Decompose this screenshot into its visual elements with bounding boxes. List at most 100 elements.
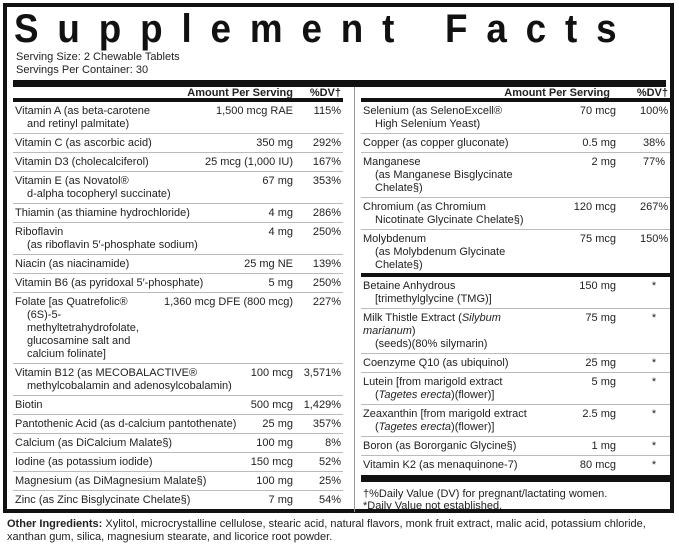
- other-ingredients-text: Xylitol, microcrystalline cellulose, ste…: [7, 518, 646, 543]
- nutrient-amount: 100 mg: [256, 475, 293, 487]
- nutrient-row: Pantothenic Acid (as d-calcium pantothen…: [13, 415, 343, 434]
- nutrient-row: Folate [as Quatrefolic® (6S)-5-methyltetr…: [13, 293, 343, 364]
- nutrient-amount: 120 mcg: [573, 201, 616, 213]
- nutrient-amount: 500 mcg: [250, 399, 293, 411]
- left-nutrient-list: Vitamin A (as beta-carotene and retinyl p…: [13, 102, 343, 509]
- nutrient-name: Vitamin D3 (cholecalciferol): [15, 156, 149, 168]
- nutrient-amount: 2 mg: [591, 156, 616, 168]
- title-letter: t: [564, 7, 578, 51]
- nutrient-row: Calcium (as DiCalcium Malate§) 100 mg 8%: [13, 434, 343, 453]
- left-header: Amount Per Serving %DV†: [13, 87, 343, 102]
- nutrient-name: Lutein [from marigold extract (Tagetes er…: [361, 376, 546, 402]
- nutrient-name: Chromium (as Chromium Nicotinate Glycinat…: [361, 201, 546, 227]
- nutrient-daily-value: 292%: [312, 137, 341, 149]
- title-letter: s: [596, 7, 617, 51]
- column-divider: [354, 87, 355, 512]
- nutrient-name: Thiamin (as thiamine hydrochloride): [15, 207, 190, 219]
- nutrient-amount: 25 mg NE: [244, 258, 293, 270]
- nutrient-source: d-alpha tocopheryl succinate): [27, 188, 171, 200]
- nutrient-name: Manganese (as Manganese Bisglycinate Chel…: [361, 156, 546, 195]
- nutrient-amount: 80 mcg: [579, 459, 616, 471]
- nutrient-amount: 75 mg: [585, 312, 616, 324]
- serving-size: Serving Size: 2 Chewable Tablets: [16, 51, 180, 63]
- nutrient-row: Thiamin (as thiamine hydrochloride) 4 mg 2…: [13, 204, 343, 223]
- nutrient-source: (as Manganese Bisglycinate Chelate§): [375, 169, 513, 194]
- nutrient-amount: 0.5 mg: [582, 137, 616, 149]
- nutrient-source: methylcobalamin and adenosylcobalamin): [27, 380, 232, 392]
- nutrient-daily-value: *: [651, 408, 657, 420]
- nutrient-name: Vitamin E (as Novatol® d-alpha tocopheryl…: [13, 175, 262, 201]
- nutrient-row: Lutein [from marigold extract (Tagetes er…: [361, 373, 670, 405]
- title-letter: u: [57, 7, 80, 51]
- nutrient-daily-value: 267%: [640, 201, 669, 213]
- nutrient-row: Chromium (as Chromium Nicotinate Glycinat…: [361, 198, 670, 230]
- title-letter: p: [98, 7, 122, 51]
- title-letter: c: [525, 7, 547, 51]
- nutrient-source: and retinyl palmitate): [27, 118, 130, 130]
- nutrient-daily-value: *: [651, 312, 657, 324]
- title-letter: [413, 7, 426, 51]
- nutrient-amount: 150 mcg: [250, 456, 293, 468]
- nutrient-daily-value: 77%: [642, 156, 666, 168]
- section-divider-bar: [361, 273, 670, 277]
- nutrient-amount: 25 mg: [262, 418, 293, 430]
- nutrient-daily-value: *: [651, 357, 657, 369]
- nutrient-row: Milk Thistle Extract (Silybum marianum)(…: [361, 309, 670, 354]
- left-column: Amount Per Serving %DV† Vitamin A (as be…: [13, 87, 343, 509]
- nutrient-name: Vitamin A (as beta-carotene and retinyl p…: [13, 105, 216, 131]
- other-ingredients-label: Other Ingredients:: [7, 518, 103, 530]
- nutrient-name: Copper (as copper gluconate): [363, 137, 509, 149]
- nutrient-daily-value: 1,429%: [303, 399, 341, 411]
- nutrient-amount: 70 mcg: [579, 105, 616, 117]
- nutrient-name: Molybdenum (as Molybdenum Glycinate Chela…: [361, 233, 546, 272]
- right-column: Amount Per Serving %DV† Selenium (as Sel…: [361, 87, 670, 512]
- nutrient-source: (6S)-5-methyltetrahydrofolate,: [27, 309, 139, 334]
- nutrient-daily-value: 54%: [318, 494, 341, 506]
- nutrient-daily-value: 25%: [318, 475, 341, 487]
- nutrient-amount: 1 mg: [591, 440, 616, 452]
- nutrient-name: Betaine Anhydrous [trimethylglycine (TMG)…: [361, 280, 546, 306]
- nutrient-row: Biotin 500 mcg 1,429%: [13, 396, 343, 415]
- nutrient-daily-value: 357%: [312, 418, 341, 430]
- nutrient-row: Zinc (as Zinc Bisglycinate Chelate§) 7 mg…: [13, 491, 343, 509]
- nutrient-row: Riboflavin (as riboflavin 5′-phosphate so…: [13, 223, 343, 255]
- nutrient-name: Folate [as Quatrefolic® (6S)-5-methyltetr…: [13, 296, 164, 361]
- nutrient-row: Niacin (as niacinamide) 25 mg NE 139%: [13, 255, 343, 274]
- nutrient-name: Vitamin C (as ascorbic acid): [15, 137, 152, 149]
- nutrient-source: (seeds)(80% silymarin): [375, 338, 488, 350]
- nutrient-daily-value: 100%: [640, 105, 669, 117]
- nutrient-amount: 100 mcg: [250, 367, 293, 379]
- nutrient-daily-value: 38%: [642, 137, 666, 149]
- nutrient-amount: 75 mcg: [579, 233, 616, 245]
- title-letter: p: [140, 7, 163, 51]
- dv-header: %DV†: [636, 86, 668, 99]
- nutrient-amount: 1,500 mcg RAE: [215, 105, 293, 117]
- nutrient-row: Manganese (as Manganese Bisglycinate Chel…: [361, 153, 670, 198]
- nutrient-amount: 150 mg: [579, 280, 616, 292]
- dv-header: %DV†: [309, 86, 341, 99]
- not-established-footnote: *Daily Value not established.: [363, 500, 503, 512]
- title-letter: a: [486, 7, 507, 51]
- title-letter: m: [249, 7, 283, 51]
- nutrient-daily-value: *: [651, 280, 657, 292]
- nutrient-row: Molybdenum (as Molybdenum Glycinate Chela…: [361, 230, 670, 274]
- nutrient-source: (Tagetes erecta)(flower)]: [375, 421, 495, 433]
- nutrient-daily-value: 286%: [312, 207, 341, 219]
- nutrient-daily-value: 115%: [313, 105, 341, 117]
- nutrient-daily-value: 150%: [640, 233, 669, 245]
- nutrient-row: Vitamin C (as ascorbic acid) 350 mg 292%: [13, 134, 343, 153]
- nutrient-name: Niacin (as niacinamide): [15, 258, 130, 270]
- nutrient-source: [trimethylglycine (TMG)]: [375, 293, 492, 305]
- nutrient-row: Vitamin A (as beta-carotene and retinyl p…: [13, 102, 343, 134]
- nutrient-row: Coenzyme Q10 (as ubiquinol) 25 mg *: [361, 354, 670, 373]
- nutrient-name: Boron (as Bororganic Glycine§): [363, 440, 517, 452]
- nutrient-daily-value: 139%: [312, 258, 341, 270]
- amount-header: Amount Per Serving: [504, 86, 610, 99]
- right-other-ingredient-list: Betaine Anhydrous [trimethylglycine (TMG)…: [361, 277, 670, 474]
- nutrient-amount: 7 mg: [268, 494, 293, 506]
- nutrient-name: Vitamin B6 (as pyridoxal 5′-phosphate): [15, 277, 204, 289]
- nutrient-amount: 67 mg: [262, 175, 293, 187]
- nutrient-daily-value: 353%: [312, 175, 341, 187]
